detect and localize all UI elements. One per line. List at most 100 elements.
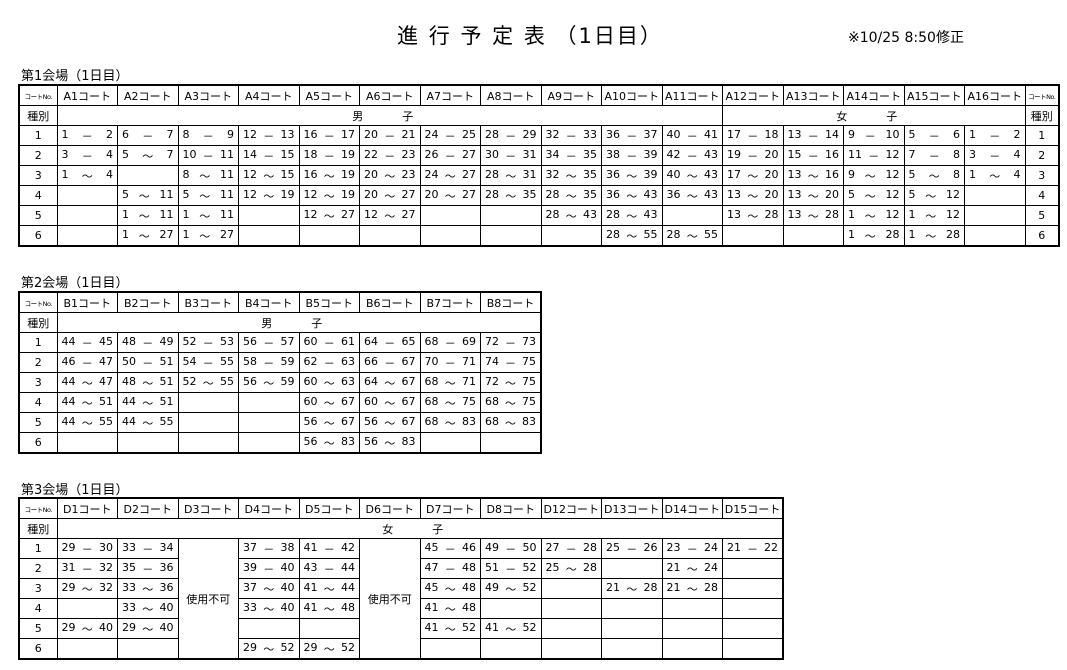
range-to: 12 bbox=[946, 187, 960, 201]
range-separator: － bbox=[142, 562, 154, 576]
match-range: 1 ～ 27 bbox=[177, 225, 239, 247]
range: 40 － 41 bbox=[663, 128, 722, 144]
range: 40 ～ 43 bbox=[663, 168, 722, 184]
range: 72 － 73 bbox=[481, 335, 540, 351]
range-from: 68 bbox=[424, 334, 439, 348]
range-separator: ～ bbox=[444, 602, 456, 616]
range-separator: － bbox=[686, 542, 698, 556]
empty-cell bbox=[117, 165, 179, 186]
range-from: 20 bbox=[364, 167, 378, 181]
match-range: 21 ～ 28 bbox=[601, 578, 663, 599]
range-separator: ～ bbox=[626, 189, 638, 203]
range: 68 ～ 83 bbox=[481, 415, 540, 431]
match-range: 54 － 55 bbox=[177, 352, 239, 373]
range-separator: ～ bbox=[747, 169, 759, 183]
range-from: 1 bbox=[182, 207, 190, 221]
range-from: 60 bbox=[303, 394, 318, 408]
range-to: 13 bbox=[280, 127, 295, 141]
range-to: 6 bbox=[953, 127, 960, 141]
match-range: 28 ～ 55 bbox=[661, 225, 723, 247]
range-from: 1 bbox=[122, 207, 129, 221]
range-to: 48 bbox=[341, 600, 355, 614]
range-separator: ～ bbox=[142, 416, 154, 430]
venue-caption: 第2会場（1日目） bbox=[21, 276, 129, 291]
range-from: 33 bbox=[122, 580, 136, 594]
range: 24 ～ 27 bbox=[421, 168, 480, 184]
range-separator: ～ bbox=[989, 169, 1001, 183]
range-from: 49 bbox=[485, 580, 499, 594]
range-separator: － bbox=[505, 149, 517, 163]
range-separator: ～ bbox=[864, 209, 876, 223]
range-from: 1 bbox=[969, 167, 976, 181]
court-header: D1コート bbox=[56, 497, 118, 519]
range: 1 ～ 27 bbox=[179, 228, 238, 244]
range: 5 ～ 11 bbox=[179, 188, 238, 204]
range-separator: ～ bbox=[444, 622, 456, 636]
range-separator: ～ bbox=[444, 396, 456, 410]
range-separator: － bbox=[626, 149, 638, 163]
range-from: 29 bbox=[61, 620, 76, 634]
empty-cell bbox=[238, 205, 300, 226]
range-from: 60 bbox=[303, 334, 318, 348]
unavailable-court: 使用不可 bbox=[177, 538, 239, 660]
range: 9 － 10 bbox=[844, 127, 903, 144]
range-to: 12 bbox=[885, 167, 900, 181]
match-range: 15 － 16 bbox=[782, 145, 844, 166]
match-range: 56 ～ 67 bbox=[298, 412, 360, 433]
range-separator: － bbox=[444, 562, 456, 576]
match-range: 28 ～ 35 bbox=[540, 185, 602, 206]
range-from: 13 bbox=[787, 167, 802, 181]
range: 1 － 2 bbox=[58, 127, 117, 144]
range-from: 28 bbox=[545, 187, 560, 201]
range-to: 55 bbox=[704, 227, 718, 241]
range-to: 51 bbox=[159, 354, 174, 368]
range: 29 ～ 52 bbox=[239, 641, 298, 657]
range-from: 28 bbox=[545, 207, 560, 221]
match-range: 41 ～ 48 bbox=[419, 598, 481, 619]
match-range: 5 ～ 12 bbox=[903, 185, 965, 206]
range-separator: ～ bbox=[81, 582, 93, 596]
court-header: D4コート bbox=[238, 497, 300, 519]
match-range: 12 － 13 bbox=[238, 125, 300, 146]
range: 12 ～ 27 bbox=[300, 208, 359, 224]
range-to: 50 bbox=[522, 540, 537, 554]
match-range: 51 － 52 bbox=[480, 558, 542, 579]
range-to: 47 bbox=[99, 354, 113, 368]
empty-cell bbox=[722, 618, 784, 639]
range-from: 56 bbox=[243, 334, 257, 348]
range: 44 ～ 55 bbox=[118, 415, 177, 431]
range-from: 9 bbox=[848, 127, 855, 141]
range-separator: ～ bbox=[81, 622, 93, 636]
range: 25 ～ 28 bbox=[542, 561, 601, 577]
range-to: 61 bbox=[341, 334, 355, 348]
row-number: 1 bbox=[18, 125, 58, 146]
range: 68 ～ 83 bbox=[421, 415, 480, 431]
range: 22 － 23 bbox=[360, 148, 419, 164]
range-to: 24 bbox=[704, 560, 718, 574]
range: 45 － 46 bbox=[421, 541, 480, 557]
range-to: 2 bbox=[106, 127, 113, 141]
range-to: 36 bbox=[159, 580, 174, 594]
range-from: 1 bbox=[122, 227, 129, 241]
range-separator: ～ bbox=[142, 602, 154, 616]
match-range: 28 － 29 bbox=[480, 125, 542, 146]
range-from: 31 bbox=[61, 560, 76, 574]
range-separator: － bbox=[505, 129, 517, 143]
empty-cell bbox=[238, 432, 300, 454]
header-row: コートNo. A1コート A2コート A3コート A4コート A5コート A6コート A7コー… bbox=[18, 84, 1060, 106]
range-separator: － bbox=[444, 129, 456, 143]
range-separator: ～ bbox=[505, 582, 517, 596]
range-separator: ～ bbox=[444, 189, 456, 203]
empty-cell bbox=[56, 638, 118, 660]
range-to: 19 bbox=[280, 187, 295, 201]
range-separator: － bbox=[384, 129, 396, 143]
range-from: 68 bbox=[424, 394, 439, 408]
range-from: 36 bbox=[666, 187, 681, 201]
range-to: 55 bbox=[99, 414, 113, 428]
schedule-row: 3 44 ～ 47 48 ～ 51 52 ～ 55 56 ～ 59 60 ～ 63 64 ～ 67 68 ～ 71 72 ～ 7… bbox=[18, 372, 542, 393]
schedule-table: コートNo. D1コート D2コート D3コート D4コート D5コート D6コート D7コー… bbox=[18, 497, 784, 660]
range-separator: － bbox=[81, 356, 93, 370]
row-number: 6 bbox=[18, 638, 58, 660]
range-separator: ～ bbox=[384, 396, 396, 410]
schedule-row: 4 33 ～ 40 33 ～ 40 41 ～ 48 41 ～ 48 bbox=[18, 598, 784, 619]
